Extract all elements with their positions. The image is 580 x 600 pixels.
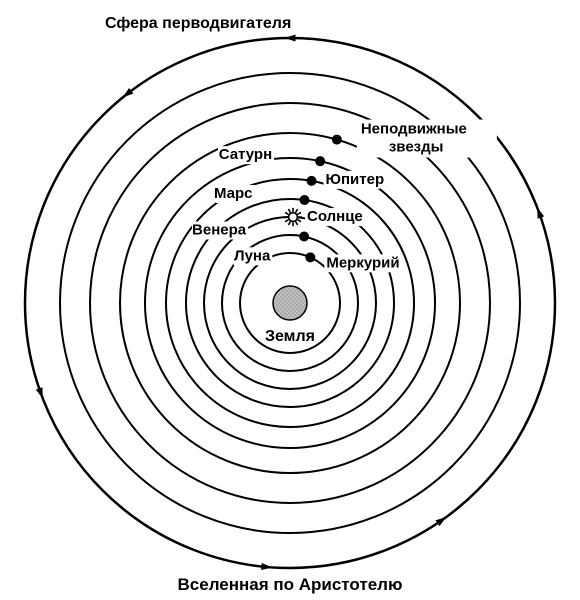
planet-dot-Марс xyxy=(299,195,309,205)
earth xyxy=(273,286,307,320)
orbit-label-mercury: Меркурий xyxy=(326,254,399,271)
diagram-caption: Вселенная по Аристотелю xyxy=(178,575,403,594)
orbit-label-Юпитер: Юпитер xyxy=(326,171,385,188)
orbit-label-Марс: Марс xyxy=(214,185,253,202)
cosmology-diagram: Земля Луна Меркурий Венера Солнце Марс Юпитер С… xyxy=(0,0,580,600)
planet-dot-Юпитер xyxy=(307,176,317,186)
orbit-label-stars-2: звезды xyxy=(389,139,444,156)
orbit-label-Луна: Луна xyxy=(234,247,271,264)
orbit-label-Венера: Венера xyxy=(192,221,247,238)
earth-label: Земля xyxy=(265,328,315,345)
orbit-label-stars-1: Неподвижные xyxy=(361,121,467,138)
orbit-label-Солнце: Солнце xyxy=(307,208,363,225)
planet-dot-stars xyxy=(332,135,342,145)
orbit-label-Сатурн: Сатурн xyxy=(219,146,272,163)
prime-mover-label: Сфера перводвигателя xyxy=(105,15,291,32)
planet-dot-Венера xyxy=(299,231,309,241)
planet-dot-Луна xyxy=(305,252,315,262)
planet-dot-Сатурн xyxy=(315,156,325,166)
